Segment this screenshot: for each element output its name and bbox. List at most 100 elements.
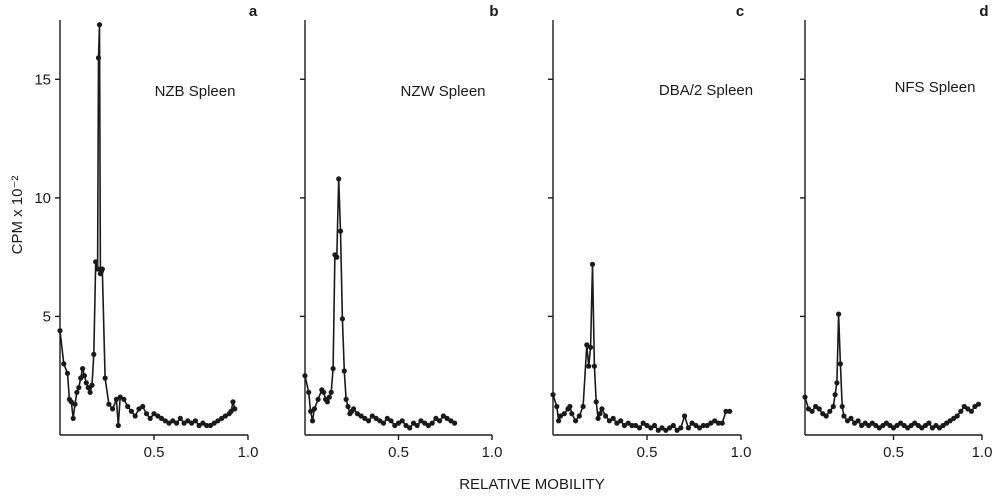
data-point: [377, 418, 383, 424]
data-point: [181, 420, 187, 426]
data-point: [140, 403, 146, 410]
data-point: [444, 415, 450, 421]
data-point: [93, 259, 99, 265]
data-point: [727, 408, 733, 414]
data-point: [834, 380, 840, 386]
data-point: [823, 413, 829, 419]
data-point: [91, 351, 97, 357]
data-point: [95, 55, 102, 61]
x-tick-label: 1.0: [972, 444, 993, 461]
data-point: [802, 394, 808, 400]
data-point: [68, 399, 74, 405]
data-point: [321, 389, 327, 395]
data-point: [567, 403, 573, 410]
data-point: [395, 420, 402, 426]
data-point: [311, 406, 317, 412]
panel-title: NZB Spleen: [155, 83, 236, 100]
data-point: [339, 316, 345, 322]
data-point: [115, 422, 121, 429]
data-point: [651, 422, 658, 429]
data-point: [366, 418, 372, 424]
data-point: [685, 425, 692, 431]
data-point: [388, 418, 394, 424]
data-point: [204, 422, 210, 429]
data-point: [309, 418, 316, 424]
data-point: [102, 375, 108, 381]
data-point: [593, 399, 599, 405]
data-point: [189, 420, 195, 426]
data-point: [328, 389, 334, 395]
data-point: [83, 380, 89, 386]
series-line: [552, 263, 730, 432]
data-point: [125, 403, 131, 410]
data-point: [166, 420, 172, 426]
data-point: [841, 413, 847, 419]
data-point: [81, 373, 87, 379]
data-point: [330, 366, 336, 372]
data-point: [162, 418, 168, 424]
data-point: [57, 328, 63, 334]
data-point: [648, 425, 654, 431]
data-point: [219, 415, 225, 421]
data-point: [625, 420, 631, 426]
data-point: [121, 396, 127, 402]
panel-d: 0.5 1.0 NFS Spleen d: [800, 3, 992, 461]
data-point: [589, 261, 596, 267]
panel-title: NFS Spleen: [895, 79, 976, 96]
data-point: [336, 176, 342, 182]
data-point: [302, 373, 308, 379]
data-point: [230, 399, 236, 405]
panel-title: NZW Spleen: [400, 83, 485, 100]
data-point: [580, 403, 586, 410]
data-point: [586, 363, 592, 369]
panel-letter: b: [489, 3, 498, 20]
data-point: [968, 408, 975, 414]
data-point: [954, 413, 960, 419]
data-point: [573, 418, 579, 424]
data-point: [132, 413, 138, 419]
data-point: [678, 425, 684, 431]
data-point: [99, 266, 105, 272]
data-point: [192, 418, 198, 424]
data-point: [345, 403, 351, 410]
data-point: [185, 418, 191, 424]
data-point: [556, 418, 562, 424]
data-point: [341, 368, 347, 374]
data-point: [610, 415, 616, 421]
data-point: [674, 427, 680, 433]
data-point: [926, 420, 932, 426]
data-point: [697, 425, 703, 431]
data-point: [715, 420, 722, 426]
data-point: [644, 422, 650, 429]
data-point: [399, 418, 405, 424]
data-point: [87, 389, 93, 395]
data-point: [418, 418, 424, 424]
data-point: [448, 418, 454, 424]
data-point: [78, 375, 84, 381]
data-point: [85, 385, 91, 391]
data-point: [700, 422, 707, 429]
data-point: [655, 427, 661, 433]
data-point: [663, 427, 669, 433]
data-point: [682, 413, 688, 419]
data-point: [414, 422, 420, 429]
data-point: [207, 422, 213, 429]
data-point: [170, 418, 176, 424]
data-point: [425, 422, 431, 429]
data-point: [550, 392, 556, 398]
data-point: [618, 418, 624, 424]
panel-letter: d: [979, 3, 988, 20]
data-point: [836, 311, 842, 317]
data-point: [174, 420, 180, 426]
data-point: [373, 415, 379, 421]
x-tick-label: 0.5: [883, 444, 904, 461]
data-point: [667, 425, 673, 431]
data-point: [597, 411, 603, 417]
data-point: [588, 344, 594, 350]
data-point: [89, 382, 95, 388]
data-point: [855, 418, 861, 424]
data-point: [429, 420, 435, 426]
data-point: [113, 396, 119, 402]
